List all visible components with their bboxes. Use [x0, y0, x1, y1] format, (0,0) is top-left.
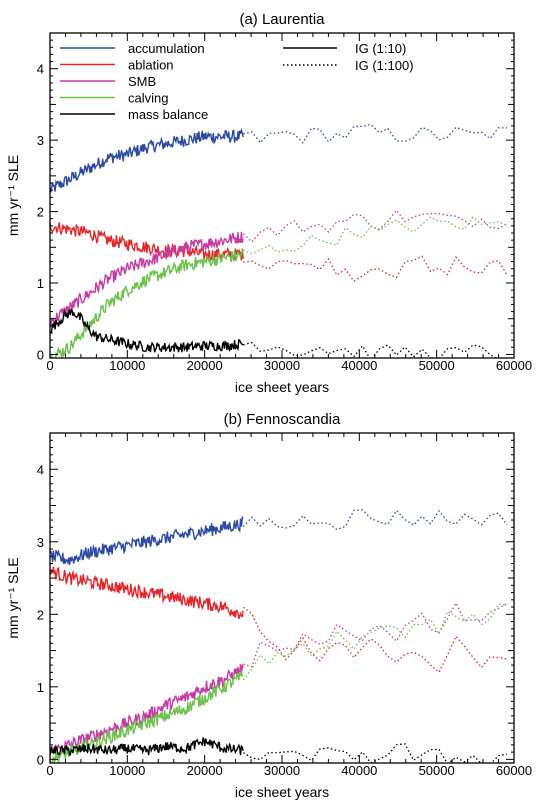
y-tick-label: 1: [37, 276, 44, 291]
x-axis-label: ice sheet years: [235, 784, 329, 800]
x-tick-label: 30000: [264, 763, 300, 778]
y-axis-label: mm yr⁻¹ SLE: [5, 557, 21, 638]
series-line-ablation-solid: [50, 566, 244, 620]
series-line-accumulation-dotted: [243, 123, 508, 144]
x-tick-label: 60000: [496, 358, 532, 373]
legend-label-calving: calving: [128, 91, 168, 106]
x-axis-label: ice sheet years: [235, 379, 329, 395]
series-line-ablation-dotted: [242, 606, 508, 674]
x-tick-label: 30000: [264, 358, 300, 373]
y-tick-label: 2: [37, 205, 44, 220]
series-line-SMB-dotted: [242, 209, 508, 243]
series-line-accumulation-solid: [50, 515, 244, 565]
legend-label-mass-balance: mass balance: [128, 107, 208, 122]
series-line-mass-balance-solid: [50, 308, 244, 353]
legend-label-SMB: SMB: [128, 74, 156, 89]
legend-label-style: IG (1:100): [355, 58, 414, 73]
plot-frame: [49, 432, 515, 764]
series-line-mass-balance-solid: [50, 737, 244, 756]
y-tick-label: 3: [37, 535, 44, 550]
x-tick-label: 50000: [419, 358, 455, 373]
x-tick-label: 60000: [496, 763, 532, 778]
series-group: [50, 509, 508, 763]
x-tick-label: 20000: [187, 358, 223, 373]
legend-label-accumulation: accumulation: [128, 41, 205, 56]
series-line-SMB-solid: [50, 664, 244, 758]
x-tick-label: 10000: [109, 763, 145, 778]
x-tick-label: 40000: [341, 763, 377, 778]
y-tick-label: 1: [37, 680, 44, 695]
x-tick-label: 20000: [187, 763, 223, 778]
legend-label-ablation: ablation: [128, 58, 174, 73]
x-tick-label: 0: [46, 763, 53, 778]
y-axis-label: mm yr⁻¹ SLE: [5, 155, 21, 236]
x-tick-label: 10000: [109, 358, 145, 373]
series-line-ablation-dotted: [243, 255, 508, 283]
y-tick-label: 0: [37, 752, 44, 767]
x-tick-label: 40000: [341, 358, 377, 373]
y-tick-label: 0: [37, 347, 44, 362]
panel-laurentia: (a) Laurentia 0 10000 20000 30000 40000 50000 6…: [5, 11, 532, 395]
y-tick-label: 4: [37, 62, 44, 77]
y-tick-label: 2: [37, 607, 44, 622]
x-tick-label: 0: [46, 358, 53, 373]
legend-label-style: IG (1:10): [355, 41, 406, 56]
series-line-ablation-solid: [50, 222, 244, 262]
series-line-accumulation-dotted: [242, 509, 508, 531]
panel-fennoscandia: (b) Fennoscandia 0 10000 20000 30000 40000 500…: [5, 411, 532, 800]
series-line-calving-solid: [50, 669, 244, 763]
series-line-calving-dotted: [243, 216, 508, 255]
series-line-SMB-dotted: [243, 601, 508, 668]
series-group: [50, 123, 508, 358]
chart-title: (a) Laurentia: [239, 11, 325, 28]
x-tick-label: 50000: [419, 763, 455, 778]
chart-title: (b) Fennoscandia: [224, 411, 341, 428]
series-line-calving-dotted: [242, 603, 508, 681]
y-tick-label: 4: [37, 462, 44, 477]
series-line-accumulation-solid: [50, 127, 244, 193]
y-tick-label: 3: [37, 133, 44, 148]
series-line-calving-solid: [50, 247, 244, 358]
series-line-SMB-solid: [50, 232, 244, 326]
plot-frame: [49, 32, 515, 359]
